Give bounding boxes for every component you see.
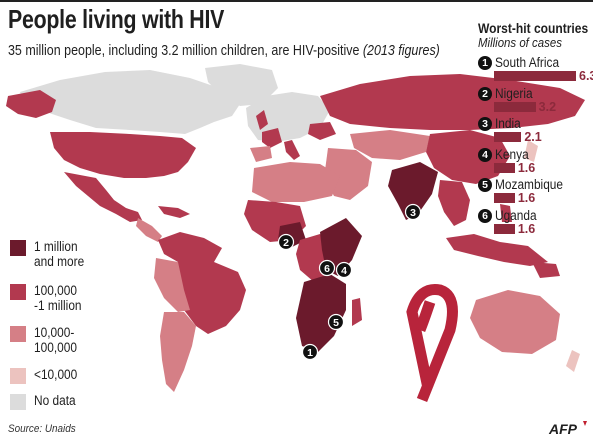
country-png bbox=[532, 262, 560, 278]
country-france bbox=[262, 128, 282, 148]
region-southern-africa bbox=[296, 274, 346, 352]
top-rule bbox=[0, 0, 593, 2]
worst-hit-item: 6 Uganda 1.6 bbox=[478, 207, 590, 239]
worst-hit-item: 3 India 2.1 bbox=[478, 116, 590, 147]
region-central-asia bbox=[350, 130, 430, 160]
map-marker-6-label: 6 bbox=[324, 263, 330, 275]
source-note: Source: Unaids bbox=[8, 423, 76, 435]
country-china bbox=[426, 130, 510, 184]
country-usa bbox=[50, 132, 196, 178]
map-marker-4-label: 4 bbox=[341, 265, 347, 277]
legend-swatch bbox=[10, 240, 26, 256]
region-middle-east bbox=[324, 148, 372, 200]
map-marker-4: 4 bbox=[335, 261, 353, 279]
page-title: People living with HIV bbox=[8, 4, 225, 34]
legend-label: No data bbox=[34, 393, 76, 408]
map-marker-2: 2 bbox=[277, 233, 295, 251]
region-north-africa bbox=[252, 162, 340, 202]
country-japan bbox=[524, 140, 538, 162]
country-name: South Africa bbox=[495, 55, 560, 70]
country-name: India bbox=[495, 116, 521, 131]
country-russia bbox=[320, 74, 585, 130]
map-marker-3: 3 bbox=[404, 203, 422, 221]
cases-value: 1.6 bbox=[517, 221, 536, 236]
country-australia bbox=[470, 290, 560, 354]
world-map: 1 2 3 4 5 6 bbox=[6, 64, 585, 403]
country-brazil bbox=[176, 262, 246, 334]
country-central-america bbox=[136, 218, 162, 242]
worst-hit-item: 1 South Africa 6.3 bbox=[478, 55, 593, 86]
map-marker-5-label: 5 bbox=[333, 317, 339, 329]
legend-swatch bbox=[10, 326, 26, 342]
cases-bar bbox=[494, 71, 576, 81]
rank-number-icon: 6 bbox=[478, 208, 492, 223]
map-marker-6: 6 bbox=[318, 259, 336, 277]
country-greenland bbox=[205, 64, 278, 106]
subtitle-text: 35 million people, including 3.2 million… bbox=[8, 43, 360, 59]
cases-bar bbox=[494, 101, 536, 112]
country-argentina-chile bbox=[160, 312, 196, 392]
legend-label: 1 million and more bbox=[34, 239, 85, 269]
country-caribbean bbox=[158, 206, 190, 218]
aids-ribbon-icon bbox=[406, 283, 458, 403]
worst-hit-item: 5 Mozambique 1.6 bbox=[478, 177, 590, 208]
worst-hit-subtitle: Millions of cases bbox=[478, 35, 562, 50]
map-marker-2-label: 2 bbox=[283, 237, 289, 249]
legend-swatch bbox=[10, 284, 26, 300]
country-canada bbox=[20, 70, 240, 134]
afp-logo: AFP bbox=[548, 421, 587, 437]
rank-number-icon: 4 bbox=[478, 147, 492, 162]
country-peru-bolivia bbox=[154, 258, 190, 312]
map-marker-1: 1 bbox=[301, 343, 319, 361]
cases-value: 1.6 bbox=[517, 160, 536, 175]
country-name: Kenya bbox=[495, 146, 529, 162]
afp-logo-text: AFP bbox=[548, 421, 578, 437]
country-india bbox=[388, 162, 438, 220]
cases-value: 6.3 bbox=[579, 69, 593, 83]
cases-bar bbox=[494, 132, 522, 142]
legend-label: <10,000 bbox=[34, 367, 78, 382]
legend-swatch bbox=[10, 368, 26, 384]
region-indonesia bbox=[446, 234, 548, 266]
country-name: Nigeria bbox=[495, 85, 533, 101]
cases-bar bbox=[494, 193, 515, 203]
legend-swatch bbox=[10, 394, 26, 410]
page-subtitle: 35 million people, including 3.2 million… bbox=[8, 43, 440, 59]
rank-number-icon: 3 bbox=[478, 117, 492, 131]
country-philippines bbox=[500, 204, 512, 222]
country-ukraine bbox=[308, 122, 336, 140]
cases-value: 3.2 bbox=[538, 99, 557, 114]
worst-hit-item: 4 Kenya 1.6 bbox=[478, 146, 590, 178]
region-southeast-asia bbox=[438, 180, 470, 226]
map-marker-5: 5 bbox=[327, 313, 345, 331]
rank-number-icon: 2 bbox=[478, 86, 492, 101]
country-spain bbox=[250, 146, 272, 162]
cases-bar bbox=[494, 162, 515, 173]
country-new-zealand bbox=[566, 350, 580, 372]
country-uk bbox=[256, 110, 268, 130]
rank-number-icon: 1 bbox=[478, 56, 492, 70]
subtitle-year: (2013 figures) bbox=[362, 43, 440, 59]
rank-number-icon: 5 bbox=[478, 178, 492, 192]
cases-value: 2.1 bbox=[524, 130, 542, 144]
country-italy bbox=[284, 140, 300, 160]
country-mexico bbox=[64, 172, 142, 222]
country-colombia-venezuela bbox=[158, 232, 222, 264]
map-marker-1-label: 1 bbox=[307, 347, 313, 359]
country-name: Uganda bbox=[495, 207, 537, 223]
cases-value: 1.6 bbox=[517, 191, 536, 205]
legend-label: 10,000- 100,000 bbox=[34, 325, 77, 355]
worst-hit-item: 2 Nigeria 3.2 bbox=[478, 85, 590, 117]
map-marker-3-label: 3 bbox=[410, 207, 416, 219]
cases-bar bbox=[494, 223, 515, 234]
legend-label: 100,000 -1 million bbox=[34, 283, 82, 313]
worst-hit-title: Worst-hit countries bbox=[478, 20, 589, 36]
country-name: Mozambique bbox=[495, 177, 564, 192]
country-madagascar bbox=[352, 298, 362, 326]
country-alaska bbox=[6, 90, 56, 118]
